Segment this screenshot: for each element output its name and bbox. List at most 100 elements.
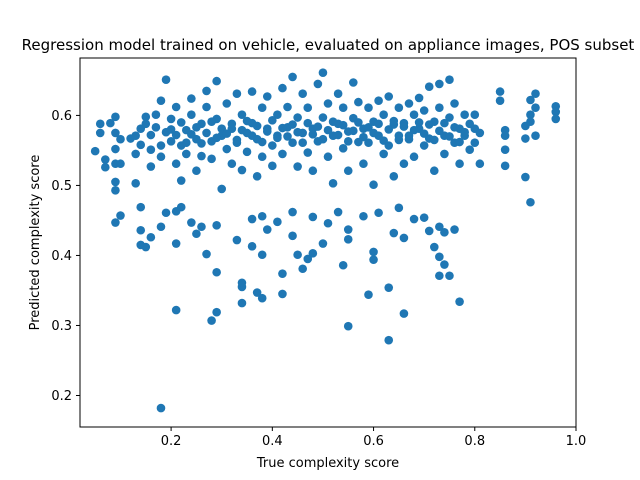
data-point bbox=[278, 83, 287, 93]
data-point bbox=[435, 222, 444, 232]
data-point bbox=[166, 137, 176, 146]
data-point bbox=[232, 135, 242, 145]
data-point bbox=[526, 110, 535, 120]
data-point bbox=[151, 110, 161, 120]
data-point bbox=[475, 128, 485, 138]
data-point bbox=[455, 137, 464, 147]
data-point bbox=[156, 403, 166, 413]
data-point bbox=[131, 179, 140, 188]
data-point bbox=[232, 89, 242, 99]
data-point bbox=[379, 136, 388, 145]
data-point bbox=[450, 123, 459, 132]
data-point bbox=[176, 118, 186, 127]
data-point bbox=[343, 321, 353, 331]
data-point bbox=[354, 118, 363, 127]
data-point bbox=[419, 141, 429, 150]
data-point bbox=[364, 290, 373, 299]
data-point bbox=[166, 114, 176, 124]
data-point bbox=[338, 260, 348, 270]
data-point bbox=[359, 211, 368, 221]
data-point bbox=[349, 78, 358, 87]
data-point bbox=[207, 117, 216, 127]
data-point bbox=[409, 214, 419, 224]
data-point bbox=[470, 110, 480, 120]
data-point bbox=[404, 134, 414, 144]
data-point bbox=[308, 249, 318, 258]
data-point bbox=[171, 102, 181, 112]
data-point bbox=[293, 250, 302, 260]
y-tick-label: 0.3 bbox=[51, 319, 72, 334]
data-point bbox=[187, 110, 196, 120]
data-point bbox=[161, 208, 171, 218]
data-point bbox=[333, 207, 343, 217]
data-point bbox=[328, 117, 338, 127]
data-point bbox=[237, 110, 247, 120]
data-point bbox=[303, 103, 313, 113]
data-point bbox=[252, 121, 262, 131]
data-point bbox=[338, 144, 348, 153]
data-point bbox=[181, 138, 191, 148]
data-point bbox=[551, 114, 561, 124]
data-point bbox=[273, 133, 282, 143]
data-point bbox=[187, 218, 196, 227]
data-point bbox=[343, 137, 353, 146]
data-point bbox=[202, 86, 211, 96]
data-point bbox=[435, 271, 444, 281]
data-point bbox=[323, 152, 333, 162]
data-point bbox=[90, 146, 100, 156]
data-point bbox=[156, 152, 166, 162]
data-point bbox=[257, 137, 267, 147]
data-point bbox=[136, 202, 146, 212]
x-tick-label: 0.8 bbox=[464, 434, 485, 449]
data-point bbox=[384, 125, 394, 134]
data-point bbox=[111, 144, 120, 154]
data-point bbox=[212, 307, 221, 317]
data-point bbox=[242, 116, 252, 126]
data-point bbox=[318, 113, 328, 122]
data-point bbox=[313, 122, 323, 131]
data-point bbox=[323, 99, 333, 108]
data-point bbox=[465, 145, 475, 155]
data-point bbox=[364, 103, 373, 113]
data-point bbox=[141, 242, 151, 252]
x-tick-label: 0.4 bbox=[262, 434, 283, 449]
data-point bbox=[389, 228, 399, 238]
data-point bbox=[278, 269, 287, 278]
data-point bbox=[222, 129, 232, 138]
data-point bbox=[369, 255, 378, 264]
data-point bbox=[475, 159, 485, 169]
data-point bbox=[222, 99, 232, 108]
data-point bbox=[136, 225, 146, 235]
data-point bbox=[460, 110, 469, 120]
data-point bbox=[404, 99, 414, 108]
data-point bbox=[419, 213, 429, 222]
data-point bbox=[268, 161, 277, 171]
data-point bbox=[500, 131, 510, 141]
data-point bbox=[141, 119, 151, 129]
data-point bbox=[435, 252, 444, 262]
data-point bbox=[450, 225, 459, 234]
data-point bbox=[551, 107, 561, 117]
data-point bbox=[424, 82, 434, 92]
y-tick-label: 0.6 bbox=[51, 109, 72, 124]
data-point bbox=[424, 120, 434, 129]
data-point bbox=[171, 130, 181, 140]
data-point bbox=[171, 207, 181, 216]
data-point bbox=[409, 125, 419, 135]
data-point bbox=[409, 152, 419, 162]
data-point bbox=[399, 309, 409, 318]
data-point bbox=[394, 131, 404, 141]
data-point bbox=[136, 140, 146, 150]
data-point bbox=[338, 120, 348, 130]
data-point bbox=[435, 103, 444, 113]
data-point bbox=[197, 222, 206, 232]
data-point bbox=[394, 203, 404, 213]
data-point bbox=[197, 139, 206, 148]
data-point bbox=[171, 159, 181, 169]
data-point bbox=[257, 250, 267, 260]
data-point bbox=[111, 112, 120, 122]
data-point bbox=[283, 102, 292, 112]
data-point bbox=[293, 127, 302, 137]
data-point bbox=[399, 122, 409, 131]
